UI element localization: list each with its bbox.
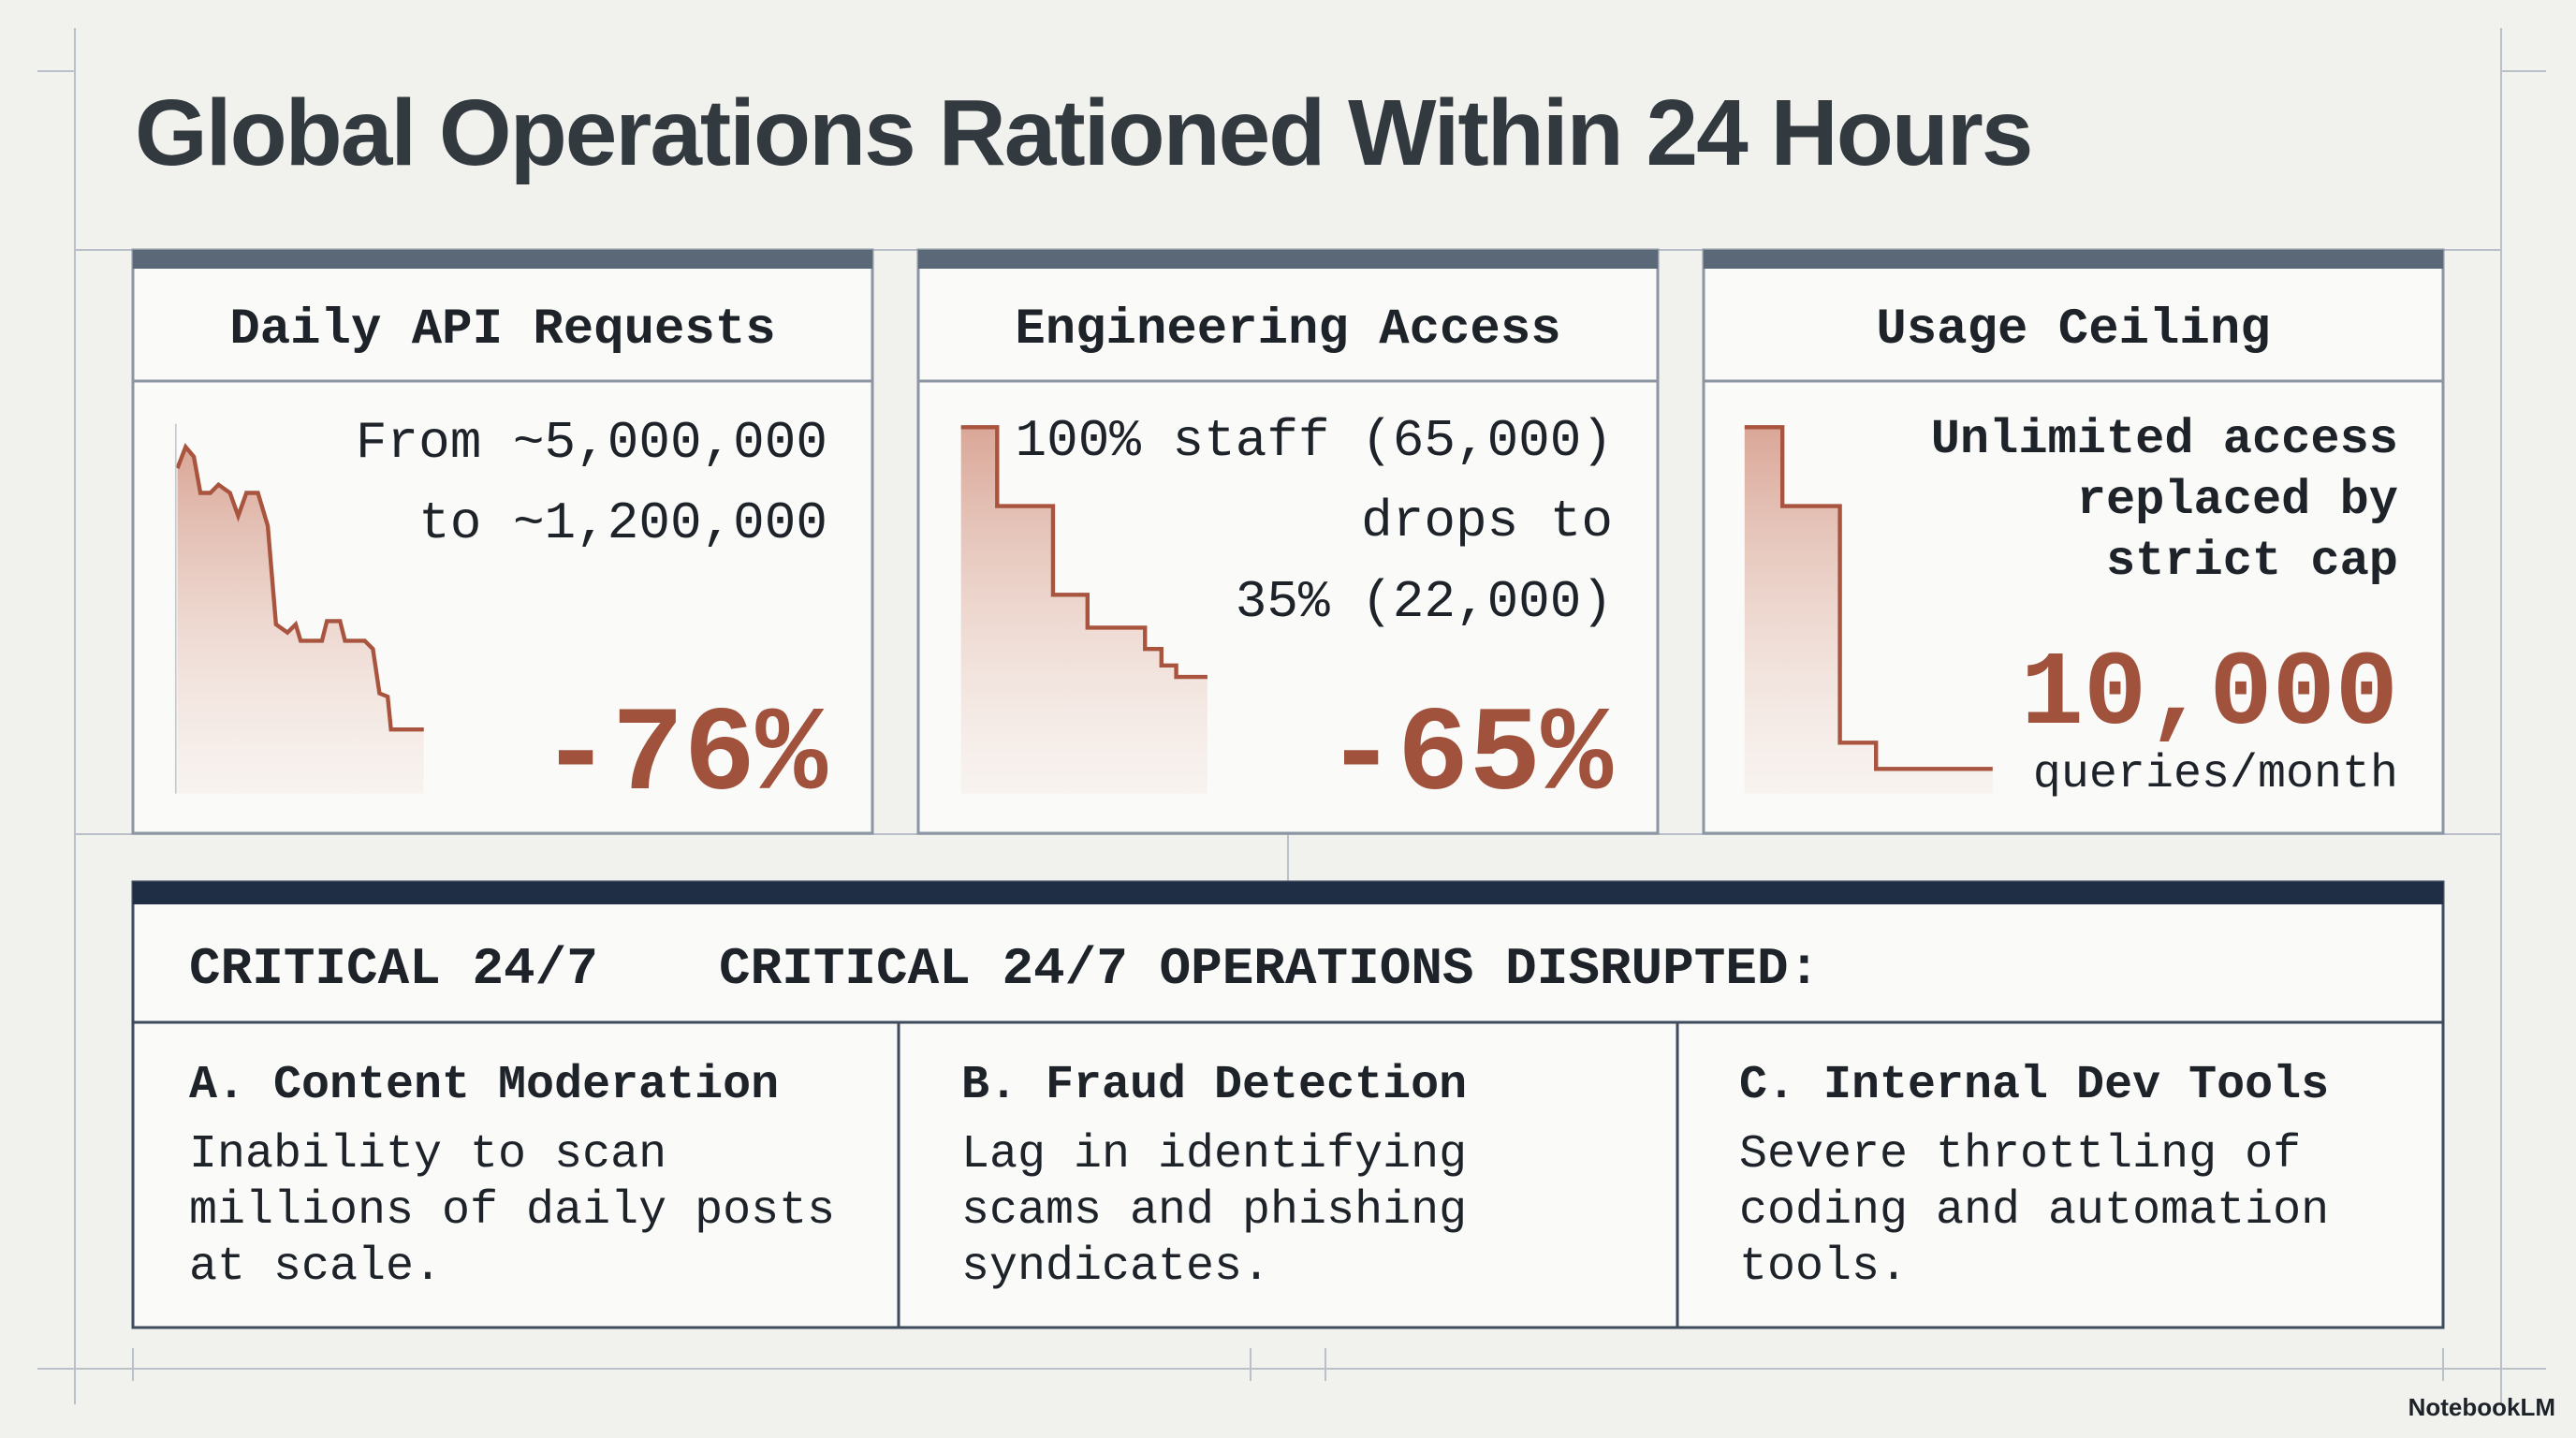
card-text: 100% staff (65,000): [1015, 411, 1613, 471]
card-text: From ~5,000,000: [356, 413, 827, 473]
sparklines: [174, 423, 1993, 794]
footer-brand: NotebookLM: [2408, 1393, 2555, 1421]
item-text: scams and phishing: [961, 1184, 1467, 1238]
item-title: C. Internal Dev Tools: [1739, 1059, 2329, 1112]
item-title: B. Fraud Detection: [961, 1059, 1467, 1112]
card-bar: [918, 250, 1658, 269]
item-text: Severe throttling of: [1739, 1128, 2301, 1181]
card-stat: 10,000: [2021, 636, 2398, 755]
item-text: coding and automation: [1739, 1184, 2329, 1238]
item-text: millions of daily posts: [189, 1184, 835, 1238]
card-stat: -76%: [540, 689, 827, 825]
item-title: A. Content Moderation: [189, 1059, 779, 1112]
card-heading: Daily API Requests: [229, 301, 775, 359]
item-text: Inability to scan: [189, 1128, 666, 1181]
banner-heading: CRITICAL 24/7 OPERATIONS DISRUPTED:: [719, 939, 1820, 999]
card-text: drops to: [1361, 492, 1613, 551]
card-text: strict cap: [2106, 534, 2398, 589]
card-bar: [133, 250, 872, 269]
title: Global Operations Rationed Within 24 Hou…: [135, 81, 2031, 185]
card-text: Unlimited access: [1931, 412, 2398, 467]
card-bar: [1704, 250, 2443, 269]
item-text: Lag in identifying: [961, 1128, 1467, 1181]
card-unit: queries/month: [2033, 748, 2398, 801]
card-stat: -65%: [1325, 689, 1613, 825]
card-text: replaced by: [2077, 473, 2398, 528]
card-heading: Usage Ceiling: [1876, 301, 2270, 359]
item-text: syndicates.: [961, 1240, 1270, 1294]
card-text: to ~1,200,000: [418, 493, 827, 553]
banner-label: CRITICAL 24/7: [189, 939, 598, 999]
item-text: at scale.: [189, 1240, 442, 1294]
ops-panel: CRITICAL 24/7 CRITICAL 24/7 OPERATIONS D…: [131, 880, 2445, 1329]
item-text: tools.: [1739, 1240, 1908, 1294]
card-text: 35% (22,000): [1236, 572, 1613, 632]
card-heading: Engineering Access: [1015, 301, 1560, 359]
